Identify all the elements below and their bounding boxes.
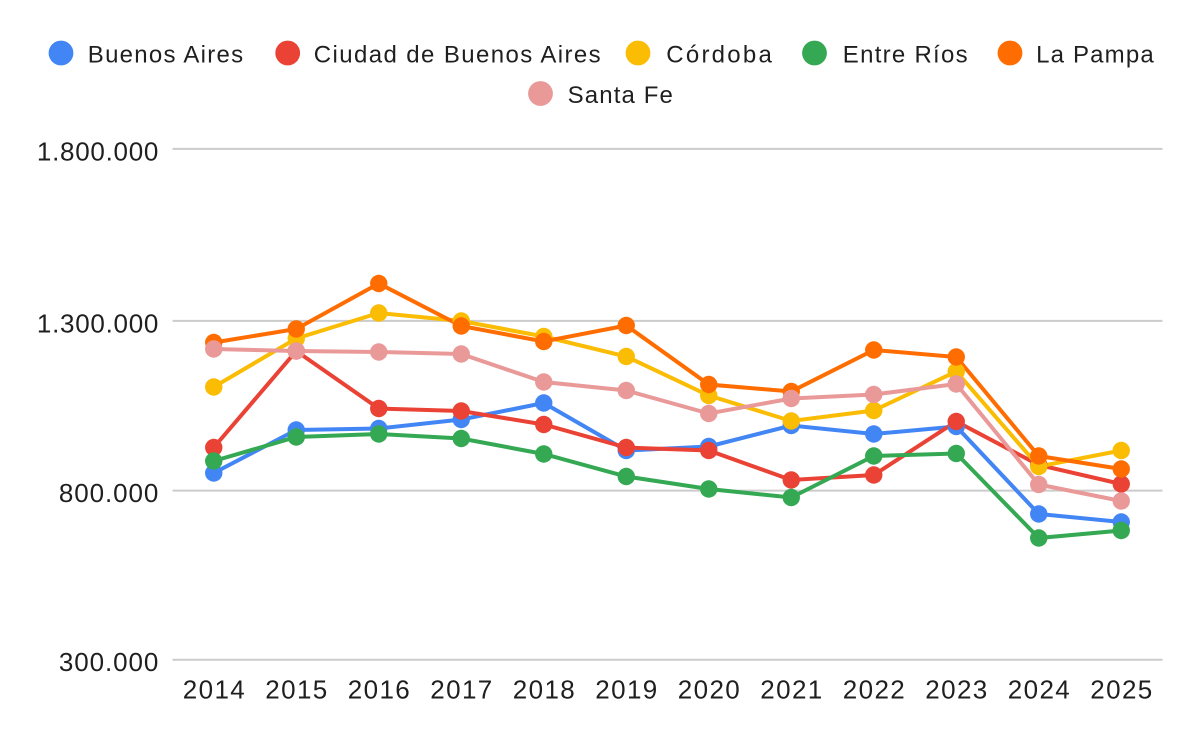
svg-text:2021: 2021 [760, 675, 822, 705]
svg-text:2025: 2025 [1090, 675, 1152, 705]
svg-text:Ciudad de Buenos Aires: Ciudad de Buenos Aires [314, 42, 601, 69]
svg-text:Córdoba: Córdoba [666, 42, 772, 69]
svg-text:1.300.000: 1.300.000 [37, 308, 159, 338]
svg-text:2024: 2024 [1008, 675, 1070, 705]
svg-text:2014: 2014 [183, 675, 245, 705]
svg-text:800.000: 800.000 [59, 478, 159, 508]
svg-text:Santa Fe: Santa Fe [568, 82, 673, 109]
svg-text:2022: 2022 [843, 675, 905, 705]
svg-text:2017: 2017 [430, 675, 492, 705]
svg-text:Entre Ríos: Entre Ríos [843, 42, 968, 69]
svg-text:300.000: 300.000 [59, 647, 159, 677]
svg-text:2023: 2023 [925, 675, 987, 705]
svg-text:2015: 2015 [265, 675, 327, 705]
svg-text:2019: 2019 [595, 675, 657, 705]
svg-text:2018: 2018 [513, 675, 575, 705]
svg-text:Buenos Aires: Buenos Aires [88, 42, 243, 69]
svg-text:2020: 2020 [678, 675, 740, 705]
svg-text:La Pampa: La Pampa [1036, 42, 1154, 69]
svg-text:1.800.000: 1.800.000 [37, 136, 159, 166]
svg-text:2016: 2016 [348, 675, 410, 705]
